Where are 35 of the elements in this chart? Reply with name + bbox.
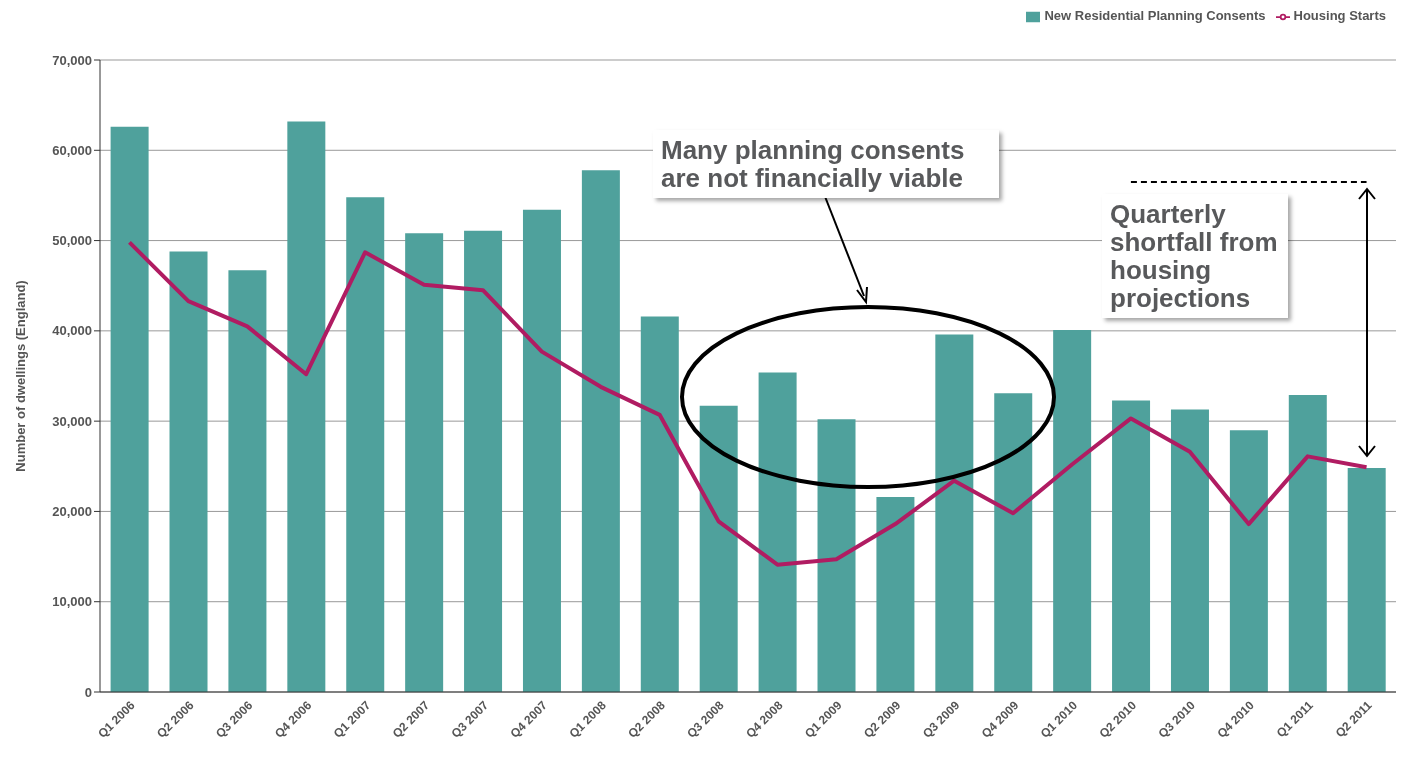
bar <box>876 496 915 692</box>
y-tick-label: 0 <box>84 684 92 700</box>
bar <box>1229 430 1268 692</box>
bar <box>994 393 1033 692</box>
bar <box>640 316 679 692</box>
y-tick-label: 70,000 <box>52 52 92 68</box>
y-tick-label: 40,000 <box>52 323 92 339</box>
legend-label: New Residential Planning Consents <box>1044 8 1266 23</box>
bar <box>464 230 503 692</box>
legend-label: Housing Starts <box>1293 8 1386 23</box>
bar <box>1170 409 1209 692</box>
bar <box>405 233 444 692</box>
bar <box>699 405 738 692</box>
y-tick-label: 20,000 <box>52 504 92 520</box>
y-axis-title: Number of dwellings (England) <box>12 280 28 472</box>
bar <box>758 372 797 692</box>
bar <box>1112 400 1151 692</box>
bar <box>1053 329 1092 692</box>
bar <box>581 170 620 692</box>
bar <box>1347 468 1386 692</box>
bar <box>287 121 326 692</box>
bar <box>935 334 974 692</box>
bar <box>228 270 267 692</box>
y-tick-label: 30,000 <box>52 413 92 429</box>
bar <box>817 419 856 692</box>
y-tick-label: 50,000 <box>52 233 92 249</box>
y-tick-label: 60,000 <box>52 142 92 158</box>
bar <box>1288 394 1327 692</box>
y-tick-label: 10,000 <box>52 594 92 610</box>
annotation: Many planning consents are not financially viable <box>653 130 999 198</box>
bar <box>169 251 208 692</box>
bar <box>522 209 561 692</box>
annotation: Quarterly shortfall from housing projections <box>1102 194 1288 318</box>
bar <box>110 126 149 692</box>
bar <box>346 197 385 692</box>
